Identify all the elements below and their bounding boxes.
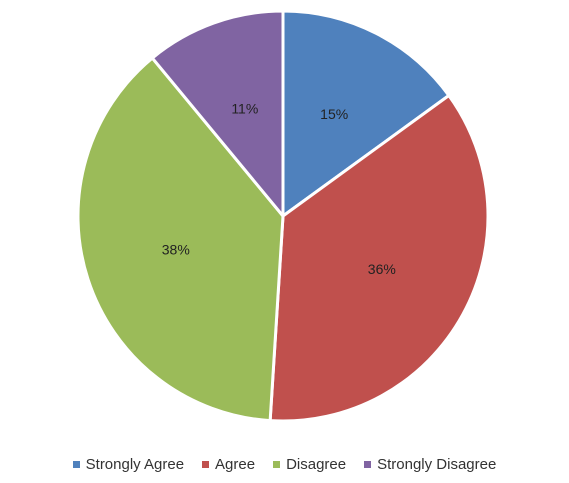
pie-slice-strongly-disagree (150, 9, 285, 218)
pie-slice-strongly-agree (281, 9, 451, 218)
legend-label-strongly-agree: Strongly Agree (85, 456, 185, 473)
legend-item-strongly-disagree: Strongly Disagree (364, 456, 496, 473)
legend-item-strongly-agree: Strongly Agree (72, 456, 185, 473)
legend-swatch-agree (202, 461, 210, 468)
pie-slices (76, 9, 490, 423)
legend-label-strongly-disagree: Strongly Disagree (377, 456, 497, 473)
legend-item-disagree: Disagree (273, 456, 346, 473)
pie-chart: 15% 36% 38% 11% (76, 9, 490, 423)
legend-swatch-disagree (273, 461, 281, 468)
data-label-strongly-disagree: 11% (231, 101, 258, 117)
legend-swatch-strongly-disagree (364, 461, 372, 468)
pie-slice-labels: 15% 36% 38% 11% (162, 101, 396, 277)
chart-legend: Strongly Agree Agree Disagree Strongly D… (0, 456, 569, 473)
legend-label-disagree: Disagree (286, 456, 347, 473)
data-label-agree: 36% (368, 261, 396, 277)
legend-swatch-strongly-agree (72, 461, 80, 468)
legend-item-agree: Agree (202, 456, 255, 473)
data-label-strongly-agree: 15% (320, 106, 348, 122)
pie-slice-disagree (76, 56, 285, 423)
data-label-disagree: 38% (162, 242, 190, 258)
legend-label-agree: Agree (215, 456, 256, 473)
pie-slice-agree (268, 94, 490, 423)
